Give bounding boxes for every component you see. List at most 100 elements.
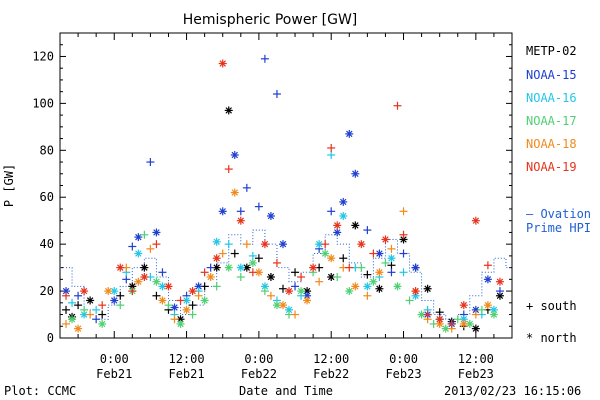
data-point-noaa-17-south xyxy=(164,301,173,310)
data-point-metp-02-south xyxy=(116,291,125,300)
data-point-noaa-18-south xyxy=(266,291,275,300)
data-point-noaa-18-north xyxy=(104,287,113,296)
legend-item-noaa-15: NOAA-15 xyxy=(526,68,577,82)
data-point-noaa-16-north xyxy=(236,263,245,272)
hpi-step-line xyxy=(60,229,512,320)
data-point-metp-02-south xyxy=(363,270,372,279)
data-point-noaa-18-south xyxy=(194,291,203,300)
data-point-noaa-15-south xyxy=(122,275,131,284)
data-point-noaa-18-south xyxy=(471,310,480,319)
data-point-noaa-18-north xyxy=(435,319,444,328)
data-point-noaa-19-south xyxy=(423,310,432,319)
data-point-noaa-18-north xyxy=(483,301,492,310)
data-point-noaa-17-north xyxy=(345,287,354,296)
data-point-noaa-17-north xyxy=(152,277,161,286)
data-point-noaa-19-south xyxy=(152,240,161,249)
data-point-noaa-19-north xyxy=(411,287,420,296)
data-point-noaa-18-south xyxy=(170,315,179,324)
data-point-noaa-18-north xyxy=(459,319,468,328)
data-point-noaa-15-north xyxy=(110,296,119,305)
data-point-noaa-15-north xyxy=(230,151,239,159)
hpi-legend-line1: — Ovation xyxy=(526,207,592,221)
data-point-noaa-18-south xyxy=(315,277,324,286)
data-point-noaa-15-south xyxy=(242,183,251,192)
data-point-noaa-17-south xyxy=(212,282,221,291)
data-point-noaa-15-north xyxy=(483,275,492,284)
y-tick-label: 40 xyxy=(40,237,54,251)
footer-timestamp: 2013/02/23 16:15:06 xyxy=(444,384,582,398)
legend-item-metp-02: METP-02 xyxy=(526,44,577,58)
data-point-noaa-18-south xyxy=(291,310,300,319)
data-point-noaa-17-north xyxy=(489,310,498,319)
data-point-noaa-16-south xyxy=(248,251,257,260)
data-point-noaa-18-south xyxy=(387,244,396,253)
data-point-noaa-19-north xyxy=(140,273,149,281)
data-point-metp-02-south xyxy=(387,261,396,270)
y-tick-label: 100 xyxy=(32,96,54,110)
x-tick-label-time: 0:00 xyxy=(100,352,129,366)
data-point-noaa-16-north xyxy=(134,249,143,258)
data-point-metp-02-south xyxy=(339,254,348,263)
data-point-metp-02-north xyxy=(212,263,221,272)
data-point-noaa-19-north xyxy=(285,287,294,296)
data-point-noaa-19-south xyxy=(345,263,354,272)
data-point-noaa-17-south xyxy=(260,287,269,296)
data-point-metp-02-north xyxy=(140,263,149,272)
data-point-metp-02-south xyxy=(62,305,71,314)
data-point-noaa-15-north xyxy=(333,228,342,237)
data-point-noaa-17-north xyxy=(224,263,233,272)
data-point-noaa-19-south xyxy=(369,249,378,258)
data-point-noaa-19-south xyxy=(248,268,257,277)
data-point-noaa-18-south xyxy=(146,244,155,253)
x-tick-label-date: Feb23 xyxy=(385,367,421,381)
data-point-noaa-15-south xyxy=(495,287,504,296)
data-point-noaa-15-north xyxy=(266,212,275,220)
data-point-noaa-18-south xyxy=(62,319,71,328)
data-point-noaa-17-south xyxy=(357,263,366,272)
data-point-noaa-15-south xyxy=(146,158,155,167)
data-point-noaa-19-north xyxy=(333,221,342,230)
data-point-noaa-15-south xyxy=(254,202,263,211)
data-point-noaa-16-south xyxy=(327,151,336,159)
data-point-noaa-17-south xyxy=(116,301,125,310)
data-point-metp-02-north xyxy=(423,284,432,293)
data-point-noaa-19-north xyxy=(459,301,468,310)
data-point-noaa-17-south xyxy=(188,310,197,319)
data-point-noaa-18-north xyxy=(206,273,215,281)
data-point-metp-02-south xyxy=(74,301,83,310)
x-tick-label-date: Feb21 xyxy=(168,367,204,381)
legend-item-noaa-19: NOAA-19 xyxy=(526,160,577,174)
data-point-metp-02-south xyxy=(254,254,263,263)
data-point-noaa-19-north xyxy=(212,254,221,263)
data-point-noaa-19-north xyxy=(218,59,227,68)
data-point-noaa-15-south xyxy=(236,207,245,216)
x-tick-label-time: 12:00 xyxy=(313,352,349,366)
data-point-noaa-19-south xyxy=(393,101,402,110)
data-point-metp-02-south xyxy=(230,249,239,258)
y-tick-label: 60 xyxy=(40,190,54,204)
chart-title: Hemispheric Power [GW] xyxy=(182,12,358,28)
data-point-noaa-19-south xyxy=(321,240,330,249)
data-point-noaa-15-north xyxy=(411,263,420,272)
data-point-noaa-15-north xyxy=(471,305,480,314)
data-point-metp-02-north xyxy=(242,263,251,272)
plot-frame xyxy=(59,32,513,339)
data-point-noaa-16-north xyxy=(212,237,221,246)
data-point-noaa-17-north xyxy=(369,277,378,286)
data-point-noaa-19-south xyxy=(483,261,492,270)
x-tick-label-date: Feb22 xyxy=(313,367,349,381)
data-point-noaa-15-south xyxy=(92,315,101,324)
data-point-noaa-15-north xyxy=(351,169,360,178)
data-point-noaa-15-south xyxy=(158,268,167,277)
y-tick-label: 120 xyxy=(32,49,54,63)
data-point-noaa-17-north xyxy=(200,296,209,305)
x-tick-label-date: Feb21 xyxy=(96,367,132,381)
data-point-noaa-18-north xyxy=(351,282,360,291)
y-tick-label: 0 xyxy=(47,331,54,345)
data-point-noaa-16-south xyxy=(68,298,77,307)
data-point-noaa-17-south xyxy=(333,273,342,281)
data-point-metp-02-north xyxy=(266,273,275,281)
data-point-noaa-17-north xyxy=(393,282,402,291)
marker-key-north: * north xyxy=(526,331,577,345)
data-point-noaa-16-north xyxy=(339,212,348,220)
